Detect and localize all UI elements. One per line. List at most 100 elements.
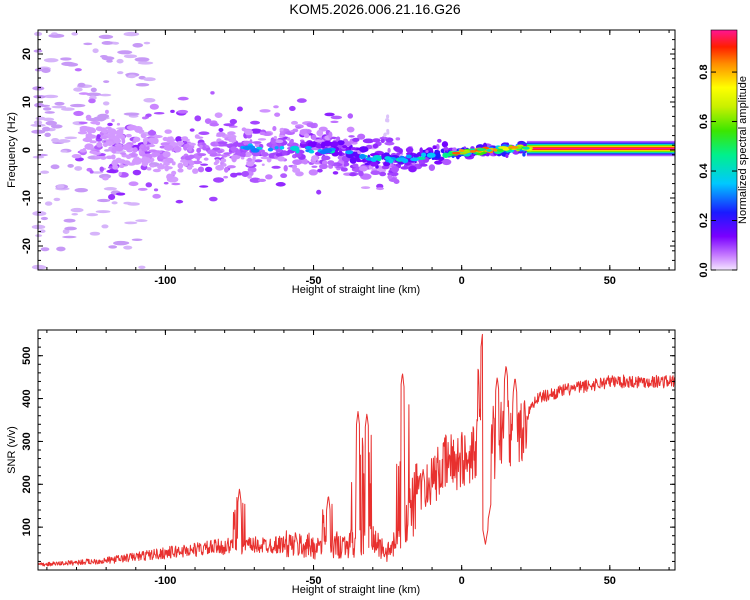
spectrogram-cell [249, 139, 253, 145]
spectrogram-noise-cell [123, 112, 140, 116]
spectrogram-noise-cell [197, 166, 205, 173]
spectrogram-noise-cell [346, 126, 355, 133]
spectrogram-cell [186, 166, 193, 170]
spectrogram-cell [82, 137, 93, 143]
spectrogram-cell [197, 153, 207, 157]
spectrogram-noise-cell [128, 181, 139, 187]
spectrogram-noise-cell [152, 193, 161, 199]
spectrogram-cell [295, 152, 302, 158]
spectrogram-cell [125, 154, 132, 160]
spectrogram-cell [113, 135, 123, 139]
spectrogram-cell [405, 146, 414, 154]
spectrogram-noise-cell [347, 113, 354, 119]
spectrogram-noise-cell [53, 197, 61, 202]
spectrogram-cell [306, 129, 312, 134]
spectrogram-noise-cell [45, 120, 58, 126]
spectrogram-cell [194, 134, 200, 139]
spectrogram-cell [270, 138, 278, 145]
spectrogram-y-ticks: -20 -10 0 10 20 [21, 29, 675, 271]
spectrogram-noise-cell [135, 219, 148, 223]
x-tick-label: -100 [154, 275, 176, 287]
spectrogram-cell-core [498, 146, 509, 149]
spectrogram-cell [201, 142, 206, 146]
spectrogram-noise-cell [73, 87, 83, 92]
spectrogram-noise-cell [74, 68, 82, 72]
spectrogram-cell [82, 148, 87, 153]
spectrogram-noise-cell [191, 160, 203, 165]
spectrogram-cell-bright [405, 154, 412, 159]
spectrogram-noise-cell [131, 238, 143, 241]
spectrogram-cell [215, 141, 219, 146]
spectrogram-noise-cell [95, 210, 111, 214]
spectrogram-cell [437, 138, 442, 143]
spectrogram-cell [398, 148, 403, 154]
y-tick-label: -10 [21, 190, 33, 206]
spectrogram-noise-cell [89, 170, 94, 174]
spectrogram-noise-cell [50, 124, 63, 129]
spectrogram-cell [290, 138, 294, 144]
spectrogram-cell [188, 161, 195, 166]
spectrogram-noise-cell [73, 110, 84, 116]
spectrogram-cell [348, 135, 355, 138]
spectrogram-cell [133, 136, 141, 143]
spectrogram-cell-bright [388, 158, 394, 164]
spectrogram-cell [111, 160, 118, 167]
spectrogram-noise-cell [83, 42, 93, 46]
spectrogram-cell [240, 156, 245, 160]
spectrogram-cell [247, 157, 252, 162]
y-tick-label: 100 [21, 518, 33, 536]
spectrogram-cell-core [458, 149, 465, 152]
spectrogram-noise-cell [103, 80, 110, 83]
spectrogram-cell [85, 127, 96, 134]
spectrogram-noise-cell [101, 41, 113, 45]
spectrogram-noise-cell [163, 181, 169, 185]
spectrogram-noise-cell [44, 111, 55, 114]
spectrogram-cell [370, 170, 381, 176]
spectrogram-cell [272, 126, 277, 132]
spectrogram-noise-cell [149, 103, 159, 110]
spectrogram-cell [100, 135, 109, 140]
spectrogram-noise-cell [137, 187, 148, 191]
spectrogram-cell [215, 164, 225, 171]
spectrogram-noise-cell [362, 138, 375, 144]
spectrogram-cell [178, 141, 185, 145]
spectrogram-cell [116, 122, 121, 126]
colorbar-ticks: 0.0 0.2 0.4 0.6 0.8 [698, 64, 737, 278]
spectrogram-cell-bright [279, 145, 285, 150]
spectrogram-y-axis-label: Frequency (Hz) [6, 112, 18, 188]
spectrogram-noise-cell [35, 234, 43, 237]
spectrogram-noise-cell [259, 109, 271, 113]
spectrogram-cell-core [451, 151, 461, 155]
spectrogram-noise-cell [41, 68, 51, 74]
spectrogram-noise-cell [249, 177, 262, 183]
spectrogram-noise-cell [40, 170, 50, 174]
spectrogram-cell [257, 138, 267, 141]
spectrogram-cell [352, 137, 360, 142]
spectrogram-noise-cell [265, 174, 273, 180]
spectrogram-cell-core [522, 147, 530, 150]
spectrogram-cell [202, 145, 207, 151]
spectrogram-noise-cell [61, 61, 76, 66]
spectrogram-cell [252, 155, 256, 162]
spectrogram-noise-cell [360, 186, 371, 190]
spectrogram-noise-cell [332, 171, 339, 175]
spectrogram-noise-cell [132, 42, 144, 48]
spectrogram-noise-cell [236, 106, 243, 112]
spectrogram-noise-cell [97, 116, 106, 122]
spectrogram-cell [87, 134, 97, 139]
spectrogram-noise-cell [74, 166, 83, 171]
spectrogram-cell [278, 134, 286, 138]
colorbar-label: Normalized spectral amplitude [737, 76, 749, 224]
spectrogram-cell [342, 145, 348, 149]
spectrogram-cell [217, 141, 228, 145]
spectrogram-noise-cell [99, 93, 112, 97]
spectrogram-noise-cell [96, 134, 101, 139]
spectrogram-cell [94, 155, 101, 159]
snr-y-axis-label: SNR (v/v) [6, 426, 18, 474]
spectrogram-cell-bright [291, 147, 300, 152]
spectrogram-cell [316, 129, 324, 137]
colorbar-tick-label: 0.6 [698, 114, 710, 129]
spectrogram-x-ticks: -100 -50 0 50 [46, 30, 670, 287]
spectrogram-cell [327, 160, 335, 166]
